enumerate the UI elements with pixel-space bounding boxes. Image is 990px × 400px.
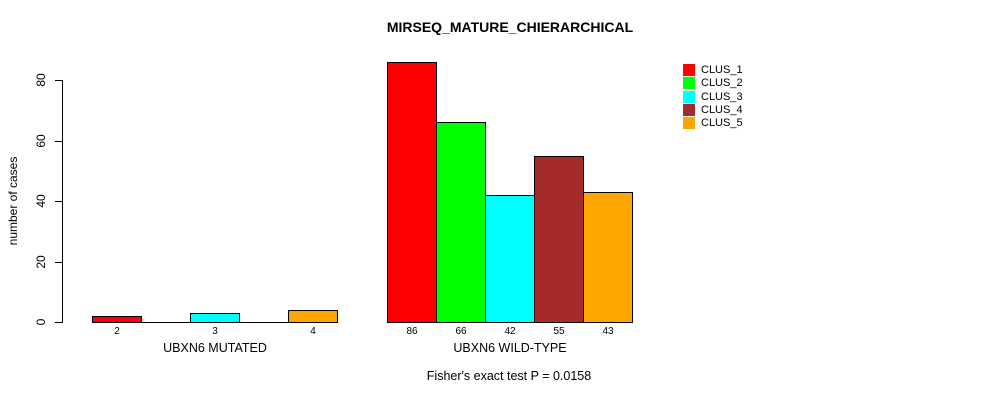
y-axis-tick-label: 20 <box>34 255 48 269</box>
legend: CLUS_1 CLUS_2 CLUS_3 CLUS_4 CLUS_5 <box>683 64 743 130</box>
bar-clus_5-mutated <box>288 310 338 323</box>
legend-item-label: CLUS_1 <box>701 64 743 76</box>
legend-item: CLUS_4 <box>683 103 743 116</box>
bar-value-label-clus_1-wildtype: 86 <box>406 326 418 337</box>
bar-clus_3-wildtype <box>485 195 535 323</box>
legend-item: CLUS_3 <box>683 90 743 103</box>
y-axis-tick-label: 80 <box>34 73 48 87</box>
legend-swatch-clus_4-icon <box>683 103 695 116</box>
bar-value-label-clus_3-mutated: 3 <box>212 326 218 337</box>
y-axis-line <box>62 80 63 323</box>
y-axis-label: number of cases <box>6 156 20 246</box>
legend-swatch-clus_3-icon <box>683 90 695 103</box>
bar-value-label-clus_4-wildtype: 55 <box>553 326 565 337</box>
footnote-pvalue: Fisher's exact test P = 0.0158 <box>426 369 592 383</box>
legend-swatch-clus_2-icon <box>683 77 695 90</box>
y-axis-tick-label: 60 <box>34 134 48 148</box>
y-axis-tick <box>55 322 62 323</box>
bar-clus_1-mutated <box>92 316 142 323</box>
legend-item: CLUS_2 <box>683 77 743 90</box>
y-axis-tick <box>55 262 62 263</box>
legend-item: CLUS_1 <box>683 64 743 76</box>
y-axis-tick <box>55 201 62 202</box>
y-axis-tick <box>55 80 62 81</box>
bar-clus_5-wildtype <box>583 192 633 323</box>
bar-clus_1-wildtype <box>387 62 437 323</box>
legend-item: CLUS_5 <box>683 117 743 130</box>
legend-swatch-clus_1-icon <box>683 64 695 76</box>
bar-clus_3-mutated <box>190 313 240 323</box>
y-axis-tick <box>55 141 62 142</box>
bar-value-label-clus_1-mutated: 2 <box>114 326 120 337</box>
x-group-label-mutated: UBXN6 MUTATED <box>163 341 267 355</box>
bar-value-label-clus_2-wildtype: 66 <box>455 326 467 337</box>
bar-value-label-clus_3-wildtype: 42 <box>504 326 516 337</box>
y-axis-tick-label: 40 <box>34 194 48 208</box>
legend-item-label: CLUS_3 <box>701 90 743 103</box>
legend-swatch-clus_5-icon <box>683 117 695 130</box>
bar-clus_2-wildtype <box>436 122 486 323</box>
bar-value-label-clus_5-wildtype: 43 <box>602 326 614 337</box>
x-group-label-wildtype: UBXN6 WILD-TYPE <box>453 341 567 355</box>
legend-item-label: CLUS_5 <box>701 117 743 130</box>
y-axis-tick-label: 0 <box>34 318 48 326</box>
bar-clus_4-wildtype <box>534 156 584 323</box>
bar-value-label-clus_5-mutated: 4 <box>310 326 316 337</box>
legend-item-label: CLUS_4 <box>701 103 743 116</box>
legend-item-label: CLUS_2 <box>701 77 743 90</box>
chart-title: MIRSEQ_MATURE_CHIERARCHICAL <box>386 19 634 35</box>
